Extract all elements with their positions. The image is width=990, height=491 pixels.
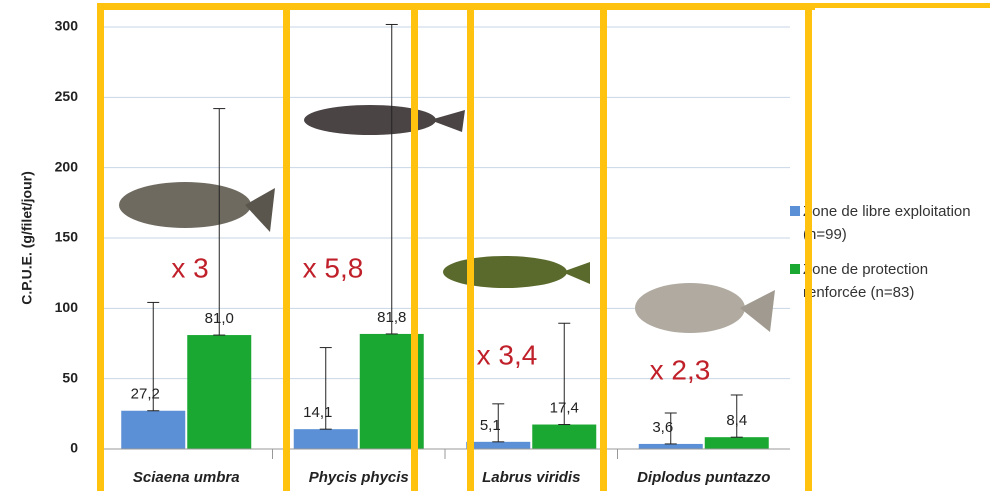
x-tick-label: Diplodus puntazzo <box>637 469 770 486</box>
x-tick-label: Sciaena umbra <box>133 469 240 486</box>
annotation: x 5,8 <box>303 252 364 283</box>
highlight-frame <box>283 4 290 491</box>
bar <box>704 437 769 449</box>
error-bar <box>213 108 226 336</box>
highlight-frame <box>467 4 474 491</box>
value-label: 8,4 <box>726 412 747 429</box>
y-axis-label: C.P.U.E. (g/filet/jour) <box>19 171 35 305</box>
annotation: x 3 <box>171 252 208 283</box>
bar <box>532 424 597 449</box>
value-label: 81,8 <box>377 309 406 326</box>
y-tick-label: 150 <box>55 229 79 245</box>
error-bar <box>664 412 677 445</box>
bar <box>466 441 531 449</box>
y-tick-label: 200 <box>55 158 79 174</box>
highlight-frame <box>411 4 418 491</box>
highlight-frame <box>805 4 812 491</box>
error-bar <box>147 301 160 412</box>
fish-image <box>304 105 436 135</box>
fish-image <box>562 262 590 284</box>
legend-swatch <box>790 206 800 216</box>
legend-label: Zone de libre exploitation (n=99) <box>803 203 971 243</box>
value-label: 27,2 <box>131 386 160 403</box>
y-tick-label: 250 <box>55 88 79 104</box>
error-bar <box>319 347 332 430</box>
bar <box>187 335 252 449</box>
fish-image <box>119 182 251 228</box>
fish-image <box>635 283 745 333</box>
highlight-frame <box>97 4 104 491</box>
error-bar <box>385 23 398 335</box>
y-tick-label: 100 <box>55 299 79 315</box>
y-tick-label: 300 <box>55 18 79 34</box>
fish-image <box>430 110 465 132</box>
value-label: 5,1 <box>480 417 501 434</box>
error-bar <box>558 322 571 426</box>
bar <box>638 443 703 449</box>
bar <box>121 410 186 449</box>
y-tick-label: 50 <box>62 369 78 385</box>
bar <box>293 429 358 449</box>
error-bar <box>492 403 505 443</box>
value-label: 3,6 <box>652 419 673 436</box>
fish-image <box>740 290 775 332</box>
annotation: x 3,4 <box>477 339 538 370</box>
legend-label: Zone de protection renforcée (n=83) <box>803 261 929 301</box>
y-tick-label: 0 <box>70 440 78 456</box>
value-label: 81,0 <box>205 310 234 327</box>
legend-swatch <box>790 264 800 274</box>
highlight-frame <box>97 3 815 10</box>
fish-images <box>119 105 775 333</box>
annotation: x 2,3 <box>650 354 711 385</box>
fish-image <box>245 188 275 232</box>
value-label: 14,1 <box>303 404 332 421</box>
x-tick-label: Labrus viridis <box>482 469 580 486</box>
highlight-frame <box>815 3 990 8</box>
x-tick-label: Phycis phycis <box>309 469 409 486</box>
error-bar <box>730 394 743 438</box>
value-label: 17,4 <box>550 399 579 416</box>
highlight-frame <box>600 4 607 491</box>
